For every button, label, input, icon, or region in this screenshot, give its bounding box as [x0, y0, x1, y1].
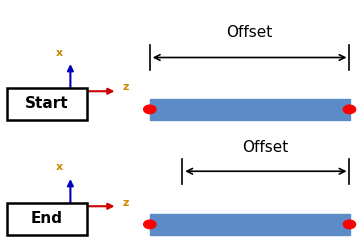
Text: x: x [56, 162, 63, 172]
Bar [7, 88, 87, 120]
Text: z: z [123, 82, 129, 92]
Circle shape [144, 220, 156, 228]
Text: Offset: Offset [226, 25, 272, 40]
Circle shape [343, 105, 356, 114]
Text: Start: Start [25, 96, 69, 111]
Bar [150, 214, 350, 235]
Text: End: End [31, 211, 63, 226]
Bar [150, 99, 350, 120]
Circle shape [343, 220, 356, 228]
Text: z: z [123, 198, 129, 207]
Bar [7, 202, 87, 235]
Text: Offset: Offset [242, 140, 288, 155]
Circle shape [144, 105, 156, 114]
Text: x: x [56, 48, 63, 58]
